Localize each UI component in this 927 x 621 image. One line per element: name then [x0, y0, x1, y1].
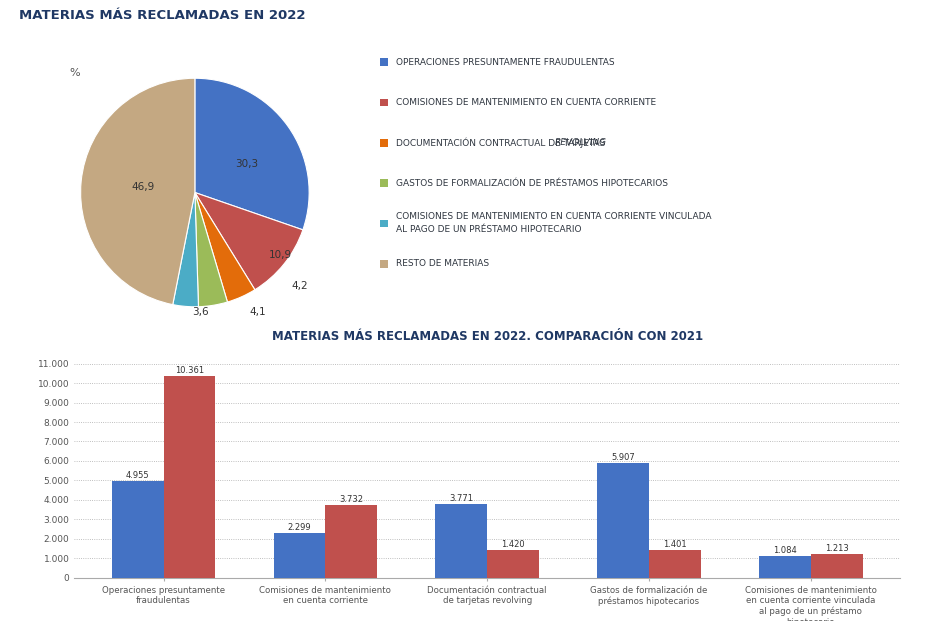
- Text: COMISIONES DE MANTENIMIENTO EN CUENTA CORRIENTE: COMISIONES DE MANTENIMIENTO EN CUENTA CO…: [395, 98, 655, 107]
- Bar: [435, 504, 487, 578]
- Text: DOCUMENTACIÓN CONTRACTUAL DE TARJETAS: DOCUMENTACIÓN CONTRACTUAL DE TARJETAS: [395, 138, 607, 148]
- Text: 3.732: 3.732: [339, 495, 362, 504]
- Wedge shape: [172, 193, 198, 307]
- Text: RESTO DE MATERIAS: RESTO DE MATERIAS: [395, 260, 489, 268]
- Text: 5.907: 5.907: [611, 453, 634, 461]
- Text: GASTOS DE FORMALIZACIÓN DE PRÉSTAMOS HIPOTECARIOS: GASTOS DE FORMALIZACIÓN DE PRÉSTAMOS HIP…: [395, 179, 667, 188]
- Text: 1.401: 1.401: [663, 540, 686, 549]
- Text: 10,9: 10,9: [269, 250, 292, 260]
- Text: 2.299: 2.299: [287, 523, 311, 532]
- Text: COMISIONES DE MANTENIMIENTO EN CUENTA CORRIENTE VINCULADA: COMISIONES DE MANTENIMIENTO EN CUENTA CO…: [395, 212, 710, 220]
- Text: 46,9: 46,9: [132, 182, 155, 192]
- Bar: [273, 533, 325, 578]
- Text: 4.955: 4.955: [126, 471, 149, 480]
- Bar: [111, 481, 163, 578]
- Text: 3.771: 3.771: [449, 494, 473, 503]
- Text: REVOLVING: REVOLVING: [553, 138, 606, 147]
- Title: MATERIAS MÁS RECLAMADAS EN 2022. COMPARACIÓN CON 2021: MATERIAS MÁS RECLAMADAS EN 2022. COMPARA…: [272, 330, 702, 343]
- Text: 1.420: 1.420: [501, 540, 525, 549]
- Text: AL PAGO DE UN PRÉSTAMO HIPOTECARIO: AL PAGO DE UN PRÉSTAMO HIPOTECARIO: [395, 225, 580, 234]
- Bar: [325, 505, 376, 578]
- Text: 3,6: 3,6: [192, 307, 209, 317]
- Bar: [758, 556, 810, 578]
- Bar: [648, 550, 700, 578]
- Bar: [597, 463, 648, 578]
- Bar: [487, 550, 539, 578]
- Text: 4,1: 4,1: [249, 307, 266, 317]
- Wedge shape: [195, 193, 255, 302]
- Text: 1.213: 1.213: [824, 544, 847, 553]
- Wedge shape: [81, 78, 195, 305]
- Text: %: %: [70, 68, 80, 78]
- Text: 30,3: 30,3: [235, 159, 258, 169]
- Bar: [163, 376, 215, 578]
- Wedge shape: [195, 193, 227, 307]
- Text: 10.361: 10.361: [174, 366, 204, 375]
- Text: MATERIAS MÁS RECLAMADAS EN 2022: MATERIAS MÁS RECLAMADAS EN 2022: [19, 9, 305, 22]
- Wedge shape: [195, 193, 302, 290]
- Bar: [810, 554, 862, 578]
- Text: 1.084: 1.084: [772, 546, 796, 555]
- Wedge shape: [195, 78, 309, 230]
- Text: OPERACIONES PRESUNTAMENTE FRAUDULENTAS: OPERACIONES PRESUNTAMENTE FRAUDULENTAS: [395, 58, 614, 66]
- Text: 4,2: 4,2: [291, 281, 308, 291]
